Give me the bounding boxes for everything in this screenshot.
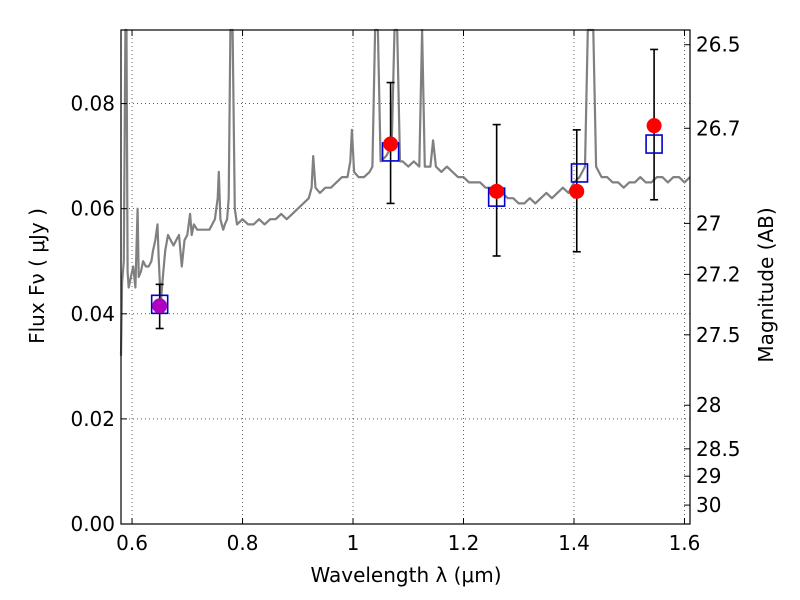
plot-frame <box>120 29 691 525</box>
right-axis-label: Magnitude (AB) <box>754 207 778 362</box>
y-axis-ticks: 0.00 0.02 0.04 0.06 0.08 <box>70 92 127 536</box>
x-axis-ticks: 0.6 0.8 1 1.2 1.4 1.6 <box>116 30 700 555</box>
y-axis-label: Flux Fν ( μJy ) <box>25 208 49 344</box>
x-tick-label: 1.6 <box>669 531 701 555</box>
right-tick-label: 29 <box>696 464 721 488</box>
observed-point <box>569 183 585 199</box>
y-tick-label: 0.00 <box>70 512 115 536</box>
right-tick-label: 30 <box>696 493 721 517</box>
x-tick-label: 0.8 <box>227 531 259 555</box>
observed-point <box>646 118 662 134</box>
right-tick-label: 28.5 <box>696 437 741 461</box>
model-point <box>570 163 589 183</box>
x-tick-label: 1.4 <box>558 531 590 555</box>
model-spectrum <box>119 28 691 356</box>
right-tick-label: 26.5 <box>696 33 741 57</box>
observed-point <box>489 183 505 199</box>
x-tick-label: 1 <box>347 531 360 555</box>
x-tick-label: 0.6 <box>116 531 148 555</box>
observed-point <box>152 298 168 314</box>
right-tick-label: 26.7 <box>696 116 741 140</box>
y-tick-label: 0.06 <box>70 197 115 221</box>
x-axis-label: Wavelength λ (μm) <box>310 563 501 587</box>
y-tick-label: 0.02 <box>70 407 115 431</box>
y-tick-label: 0.04 <box>70 302 115 326</box>
right-tick-label: 27.2 <box>696 262 741 286</box>
right-tick-label: 28 <box>696 393 721 417</box>
x-tick-label: 1.2 <box>448 531 480 555</box>
observed-point <box>383 136 399 152</box>
right-tick-label: 27.5 <box>696 323 741 347</box>
right-axis-ticks: 26.5 26.7 27 27.2 27.5 28 28.5 29 30 <box>684 33 741 517</box>
spectrum-line <box>119 28 691 356</box>
observed-photometry <box>152 118 662 314</box>
y-tick-label: 0.08 <box>70 92 115 116</box>
right-tick-label: 27 <box>696 211 721 235</box>
model-point <box>645 134 663 154</box>
